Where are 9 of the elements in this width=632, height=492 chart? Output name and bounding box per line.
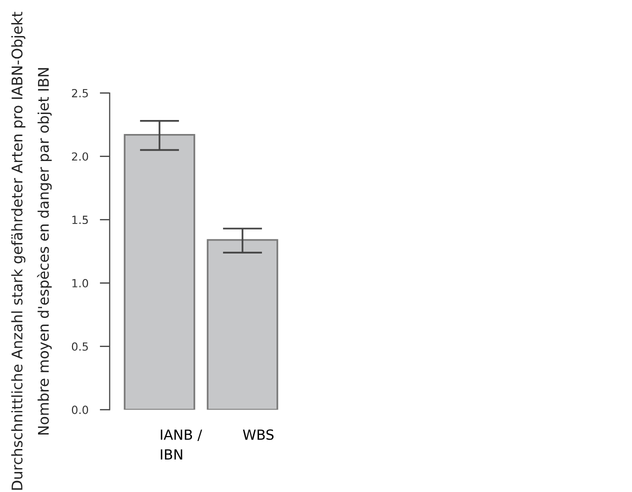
y-tick-label: 2.0 <box>72 152 88 161</box>
y-tick-label: 1.0 <box>72 278 88 288</box>
y-tick-label: 2.5 <box>72 88 88 98</box>
y-axis-title: Durchschnittliche Anzahl stark gefährdeter Arten pro IABN-Objekt Nombre moyen d'espèces en danger par objet IBN <box>11 12 52 490</box>
x-tick-label: IANB / IBN <box>160 430 202 460</box>
y-tick-label: 0.0 <box>72 406 88 414</box>
y-tick-label: 1.5 <box>72 216 88 224</box>
y-tick-label: 0.5 <box>72 342 88 351</box>
x-tick-label: WBS <box>242 429 274 440</box>
